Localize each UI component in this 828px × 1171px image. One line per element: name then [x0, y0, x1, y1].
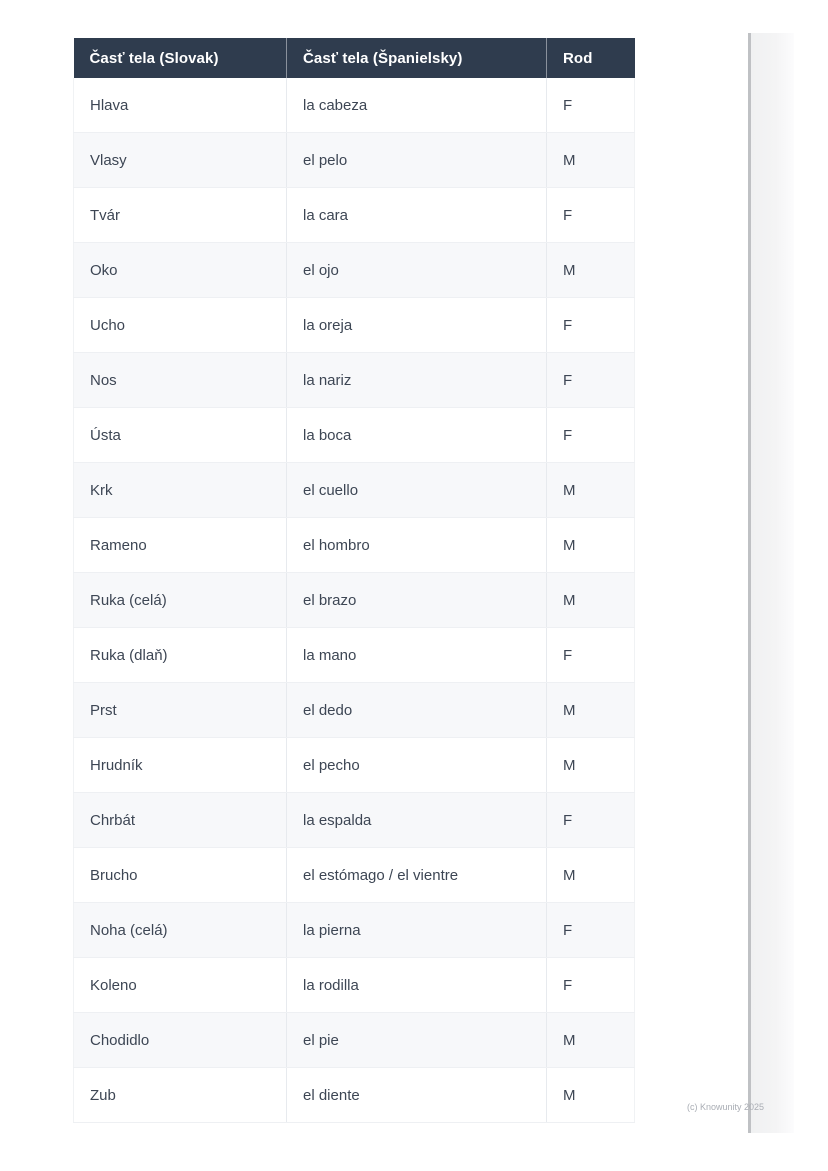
table-row: Chrbát la espalda F	[73, 792, 635, 848]
cell-spanish: la espalda	[286, 792, 547, 848]
table-row: Krk el cuello M	[73, 462, 635, 518]
cell-spanish: el cuello	[286, 462, 547, 518]
table-row: Ruka (celá) el brazo M	[73, 572, 635, 628]
table-body: Hlava la cabeza F Vlasy el pelo M Tvár l…	[73, 78, 635, 1123]
cell-gender: M	[546, 1067, 635, 1123]
cell-gender: F	[546, 902, 635, 958]
cell-slovak: Ústa	[73, 407, 287, 463]
header-row: Časť tela (Slovak) Časť tela (Španielsky…	[73, 38, 635, 78]
cell-gender: M	[546, 462, 635, 518]
cell-spanish: la cabeza	[286, 78, 547, 133]
cell-gender: M	[546, 517, 635, 573]
cell-slovak: Koleno	[73, 957, 287, 1013]
table-row: Ruka (dlaň) la mano F	[73, 627, 635, 683]
cell-spanish: el hombro	[286, 517, 547, 573]
cell-slovak: Nos	[73, 352, 287, 408]
cell-gender: F	[546, 187, 635, 243]
cell-spanish: el estómago / el vientre	[286, 847, 547, 903]
cell-slovak: Vlasy	[73, 132, 287, 188]
cell-gender: M	[546, 242, 635, 298]
table-row: Rameno el hombro M	[73, 517, 635, 573]
cell-spanish: la cara	[286, 187, 547, 243]
cell-slovak: Tvár	[73, 187, 287, 243]
table-row: Zub el diente M	[73, 1067, 635, 1123]
cell-spanish: la oreja	[286, 297, 547, 353]
column-header-spanish: Časť tela (Španielsky)	[286, 38, 547, 78]
cell-slovak: Ruka (dlaň)	[73, 627, 287, 683]
cell-gender: M	[546, 682, 635, 738]
cell-slovak: Oko	[73, 242, 287, 298]
cell-gender: F	[546, 957, 635, 1013]
cell-slovak: Chodidlo	[73, 1012, 287, 1068]
table-row: Brucho el estómago / el vientre M	[73, 847, 635, 903]
cell-slovak: Rameno	[73, 517, 287, 573]
cell-gender: M	[546, 847, 635, 903]
cell-spanish: el ojo	[286, 242, 547, 298]
cell-slovak: Brucho	[73, 847, 287, 903]
table-row: Chodidlo el pie M	[73, 1012, 635, 1068]
body-parts-table: Časť tela (Slovak) Časť tela (Španielsky…	[73, 38, 635, 1123]
cell-slovak: Ucho	[73, 297, 287, 353]
cell-spanish: el pie	[286, 1012, 547, 1068]
cell-slovak: Ruka (celá)	[73, 572, 287, 628]
cell-spanish: la mano	[286, 627, 547, 683]
cell-slovak: Zub	[73, 1067, 287, 1123]
table-row: Hlava la cabeza F	[73, 78, 635, 133]
cell-gender: F	[546, 407, 635, 463]
cell-spanish: el pelo	[286, 132, 547, 188]
table-row: Hrudník el pecho M	[73, 737, 635, 793]
cell-gender: M	[546, 737, 635, 793]
cell-gender: F	[546, 352, 635, 408]
cell-slovak: Noha (celá)	[73, 902, 287, 958]
cell-gender: F	[546, 297, 635, 353]
cell-slovak: Hrudník	[73, 737, 287, 793]
column-header-gender: Rod	[546, 38, 635, 78]
cell-gender: M	[546, 132, 635, 188]
cell-gender: F	[546, 792, 635, 848]
cell-spanish: el pecho	[286, 737, 547, 793]
cell-spanish: la rodilla	[286, 957, 547, 1013]
table-row: Vlasy el pelo M	[73, 132, 635, 188]
cell-slovak: Chrbát	[73, 792, 287, 848]
table-row: Ucho la oreja F	[73, 297, 635, 353]
cell-spanish: el dedo	[286, 682, 547, 738]
cell-slovak: Krk	[73, 462, 287, 518]
table-row: Oko el ojo M	[73, 242, 635, 298]
cell-gender: F	[546, 627, 635, 683]
table-row: Noha (celá) la pierna F	[73, 902, 635, 958]
table-row: Ústa la boca F	[73, 407, 635, 463]
table-row: Koleno la rodilla F	[73, 957, 635, 1013]
table-header: Časť tela (Slovak) Časť tela (Španielsky…	[73, 38, 635, 78]
cell-slovak: Prst	[73, 682, 287, 738]
column-header-slovak: Časť tela (Slovak)	[73, 38, 287, 78]
cell-gender: M	[546, 572, 635, 628]
cell-spanish: la nariz	[286, 352, 547, 408]
cell-slovak: Hlava	[73, 78, 287, 133]
table-row: Nos la nariz F	[73, 352, 635, 408]
cell-spanish: el brazo	[286, 572, 547, 628]
cell-spanish: el diente	[286, 1067, 547, 1123]
table-row: Prst el dedo M	[73, 682, 635, 738]
cell-gender: F	[546, 78, 635, 133]
cell-gender: M	[546, 1012, 635, 1068]
table-row: Tvár la cara F	[73, 187, 635, 243]
cell-spanish: la boca	[286, 407, 547, 463]
cell-spanish: la pierna	[286, 902, 547, 958]
scrollbar-track[interactable]	[748, 33, 794, 1133]
watermark-text: (c) Knowunity 2025	[687, 1102, 765, 1112]
